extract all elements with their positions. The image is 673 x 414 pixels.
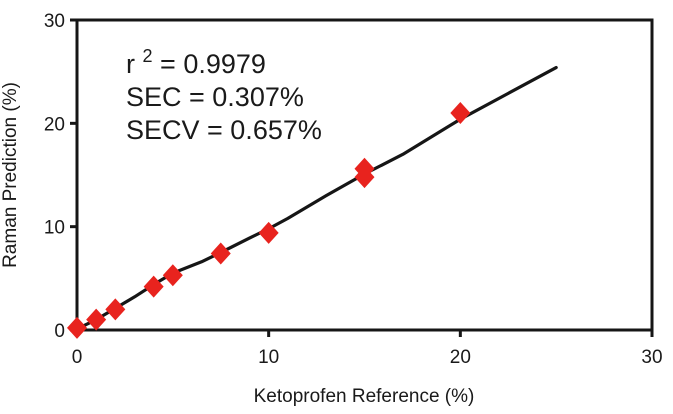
y-tick-label: 20 (44, 114, 65, 135)
r-squared-exponent: 2 (143, 46, 153, 66)
x-tick-label: 30 (641, 347, 662, 368)
data-points (67, 102, 471, 339)
data-point-diamond (210, 242, 231, 265)
plot-frame (75, 18, 654, 332)
r-squared-base: r (126, 49, 135, 79)
y-tick-label: 10 (44, 218, 65, 239)
y-axis-label: Raman Prediction (%) (0, 82, 21, 268)
data-point-diamond (67, 316, 87, 339)
y-tick-label: 30 (44, 11, 65, 32)
y-ticks: 0 10 20 30 (44, 11, 77, 342)
y-tick-label: 0 (54, 321, 65, 342)
x-ticks: 0 10 20 30 (72, 330, 663, 368)
data-point-diamond (105, 298, 126, 321)
r-squared-value: = 0.9979 (160, 49, 266, 79)
x-tick-label: 10 (258, 347, 279, 368)
r-squared-annotation: r 2 = 0.9979 (126, 38, 266, 79)
x-tick-label: 20 (450, 347, 471, 368)
x-axis-label: Ketoprofen Reference (%) (254, 386, 475, 407)
secv-annotation: SECV = 0.657% (126, 115, 322, 145)
data-point-diamond (162, 264, 183, 287)
sec-annotation: SEC = 0.307% (126, 82, 304, 112)
data-point-diamond (86, 308, 107, 331)
fit-line-path (75, 65, 558, 331)
data-point-diamond (354, 157, 375, 180)
data-point-diamond (258, 221, 279, 244)
fit-line (75, 65, 558, 331)
data-point-diamond (450, 102, 471, 124)
data-point-diamond (143, 275, 164, 298)
x-tick-label: 0 (72, 347, 83, 368)
